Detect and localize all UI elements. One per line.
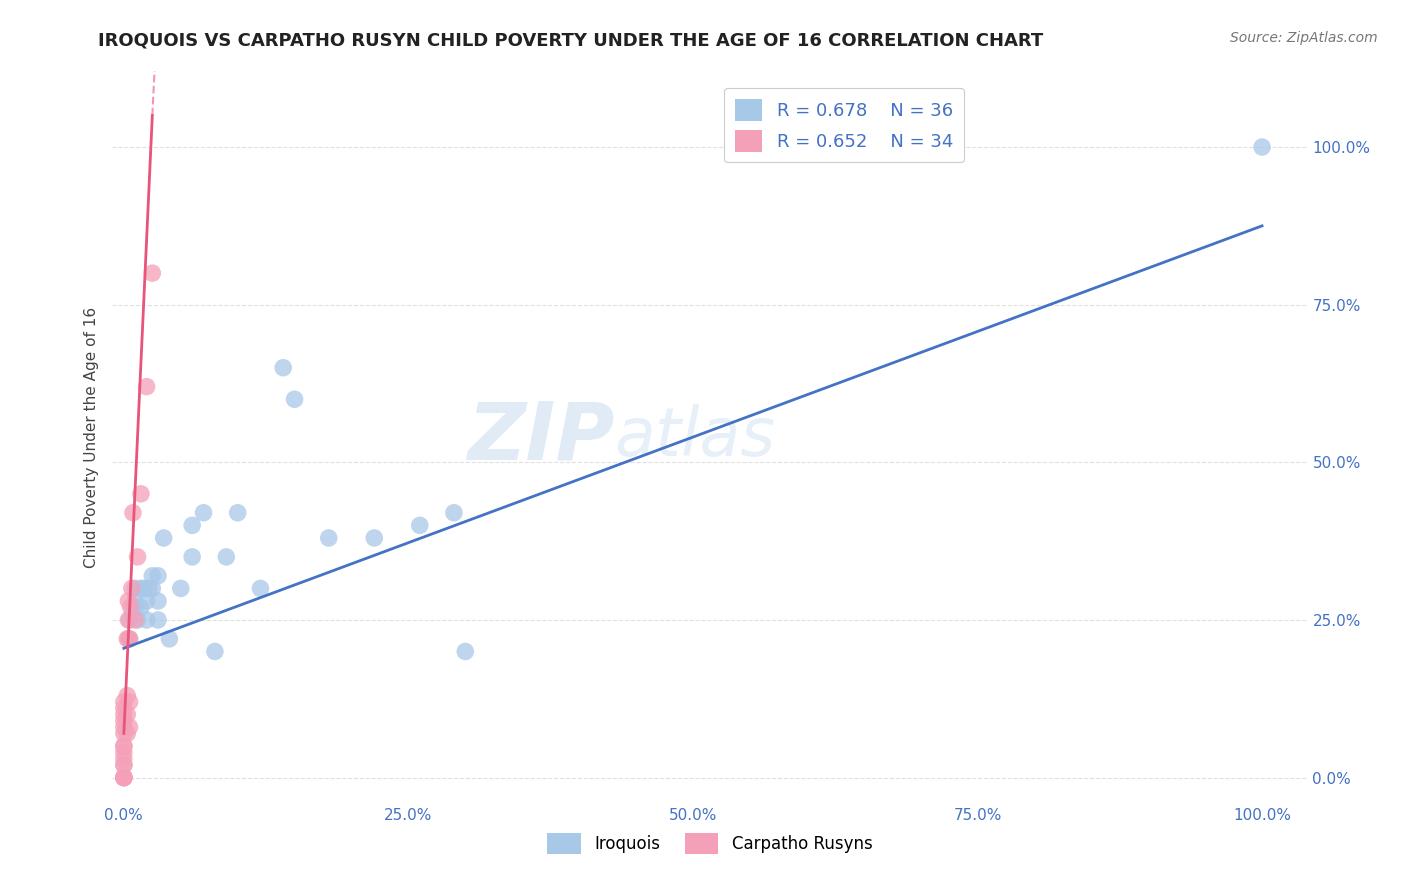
- Point: [141, 266, 163, 280]
- Point: [129, 600, 152, 615]
- Point: [146, 613, 169, 627]
- Point: [146, 594, 169, 608]
- Point: [112, 720, 135, 734]
- Point: [409, 518, 432, 533]
- Point: [112, 739, 135, 753]
- Point: [181, 549, 204, 564]
- Point: [135, 379, 157, 393]
- Point: [141, 582, 163, 596]
- Point: [112, 714, 135, 728]
- Point: [363, 531, 385, 545]
- Point: [193, 506, 215, 520]
- Point: [271, 360, 294, 375]
- Point: [226, 506, 249, 520]
- Point: [112, 771, 135, 785]
- Point: [454, 644, 477, 658]
- Point: [112, 758, 135, 772]
- Point: [112, 707, 135, 722]
- Point: [118, 632, 141, 646]
- Point: [124, 594, 146, 608]
- Point: [146, 569, 169, 583]
- Point: [112, 771, 135, 785]
- Text: atlas: atlas: [614, 404, 776, 470]
- Point: [124, 613, 146, 627]
- Point: [117, 594, 139, 608]
- Point: [117, 689, 139, 703]
- Point: [124, 600, 146, 615]
- Point: [112, 739, 135, 753]
- Text: IROQUOIS VS CARPATHO RUSYN CHILD POVERTY UNDER THE AGE OF 16 CORRELATION CHART: IROQUOIS VS CARPATHO RUSYN CHILD POVERTY…: [98, 31, 1043, 49]
- Point: [318, 531, 340, 545]
- Point: [170, 582, 193, 596]
- Text: Source: ZipAtlas.com: Source: ZipAtlas.com: [1230, 31, 1378, 45]
- Point: [129, 487, 152, 501]
- Point: [135, 613, 157, 627]
- Point: [112, 726, 135, 740]
- Point: [117, 632, 139, 646]
- Point: [284, 392, 307, 407]
- Legend: Iroquois, Carpatho Rusyns: Iroquois, Carpatho Rusyns: [541, 827, 879, 860]
- Point: [157, 632, 180, 646]
- Point: [135, 594, 157, 608]
- Point: [112, 771, 135, 785]
- Point: [141, 569, 163, 583]
- Point: [152, 531, 174, 545]
- Point: [112, 745, 135, 759]
- Point: [122, 607, 145, 621]
- Point: [204, 644, 226, 658]
- Y-axis label: Child Poverty Under the Age of 16: Child Poverty Under the Age of 16: [83, 307, 98, 567]
- Point: [118, 695, 141, 709]
- Point: [249, 582, 271, 596]
- Point: [129, 582, 152, 596]
- Point: [117, 613, 139, 627]
- Point: [215, 549, 238, 564]
- Point: [118, 632, 141, 646]
- Point: [134, 582, 156, 596]
- Point: [112, 701, 135, 715]
- Point: [112, 771, 135, 785]
- Point: [181, 518, 204, 533]
- Point: [112, 752, 135, 766]
- Point: [124, 582, 146, 596]
- Point: [138, 582, 160, 596]
- Point: [117, 707, 139, 722]
- Text: ZIP: ZIP: [467, 398, 614, 476]
- Point: [120, 600, 142, 615]
- Point: [112, 758, 135, 772]
- Point: [127, 549, 149, 564]
- Point: [122, 506, 145, 520]
- Point: [443, 506, 465, 520]
- Point: [121, 582, 143, 596]
- Point: [1251, 140, 1274, 154]
- Point: [118, 720, 141, 734]
- Point: [127, 613, 149, 627]
- Point: [117, 632, 139, 646]
- Point: [118, 613, 141, 627]
- Point: [112, 695, 135, 709]
- Point: [117, 726, 139, 740]
